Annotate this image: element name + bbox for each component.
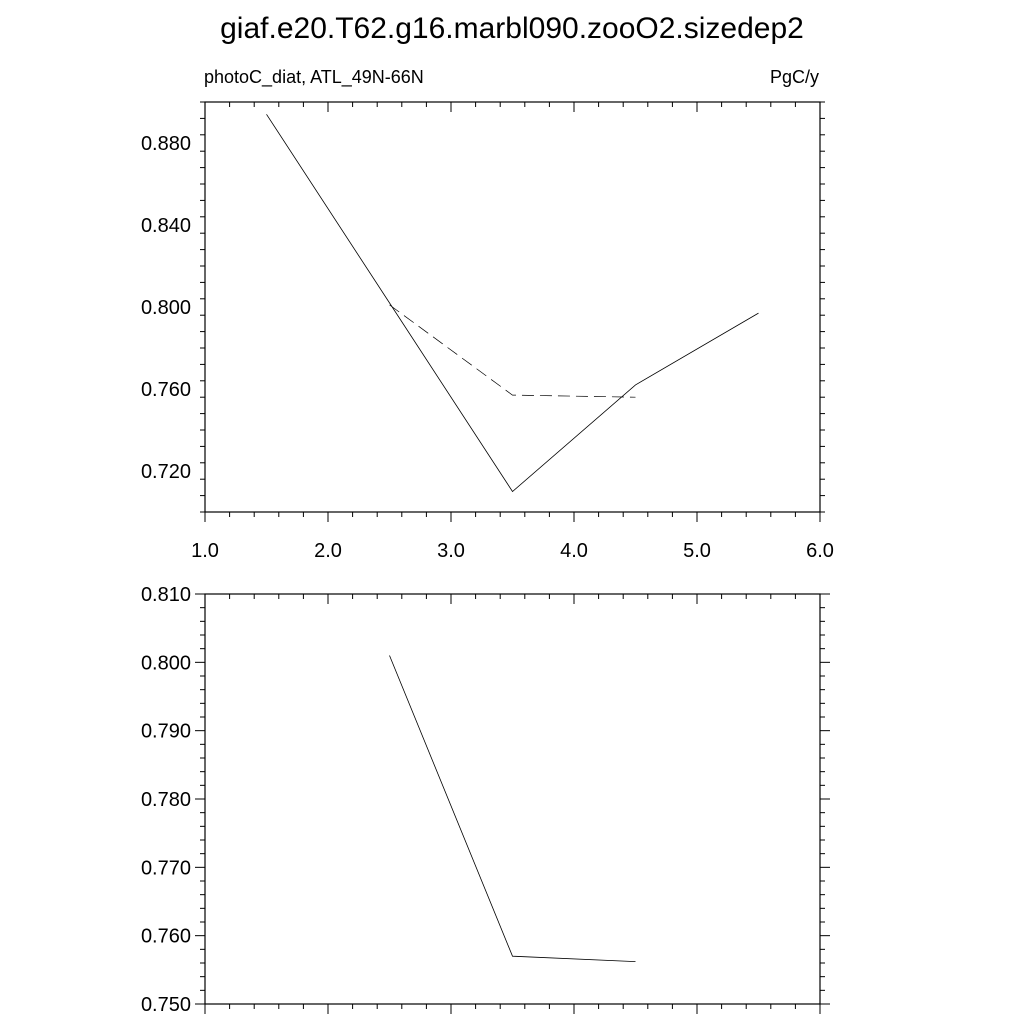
- y-tick-label: 0.760: [141, 926, 191, 948]
- plot-frame: [204, 101, 821, 513]
- x-tick-label: 1.0: [191, 540, 219, 562]
- panel1-left-label: photoC_diat, ATL_49N-66N: [204, 67, 424, 88]
- y-tick-label: 0.720: [141, 461, 191, 483]
- plot-frame: [204, 593, 821, 1005]
- series-line-solid-0: [266, 114, 759, 493]
- x-tick-label: 3.0: [437, 540, 465, 562]
- y-tick-label: 0.800: [141, 652, 191, 674]
- y-tick-label: 0.800: [141, 297, 191, 319]
- y-tick-label: 0.760: [141, 379, 191, 401]
- y-tick-label: 0.840: [141, 215, 191, 237]
- y-tick-label: 0.790: [141, 721, 191, 743]
- figure-title: giaf.e20.T62.g16.marbl090.zooO2.sizedep2: [220, 12, 804, 45]
- x-tick-label: 5.0: [683, 540, 711, 562]
- y-tick-label: 0.750: [141, 994, 191, 1016]
- series-line-solid-0: [389, 655, 636, 962]
- y-tick-label: 0.810: [141, 584, 191, 606]
- panel-second: 0.750 0.760 0.770 0.780 0.790 0.800 0.810: [141, 584, 830, 1016]
- x-tick-label: 6.0: [806, 540, 834, 562]
- panel-photoC-diat: 0.720 0.760 0.800 0.840 0.880 1.0 2.0 3.0 4.0 5.0…: [141, 101, 834, 562]
- series-line-dashed-1: [389, 304, 636, 398]
- x-tick-label: 2.0: [314, 540, 342, 562]
- y-tick-label: 0.880: [141, 133, 191, 155]
- x-tick-label: 4.0: [560, 540, 588, 562]
- panel1-right-label: PgC/y: [770, 67, 819, 87]
- y-tick-label: 0.770: [141, 857, 191, 879]
- y-tick-label: 0.780: [141, 789, 191, 811]
